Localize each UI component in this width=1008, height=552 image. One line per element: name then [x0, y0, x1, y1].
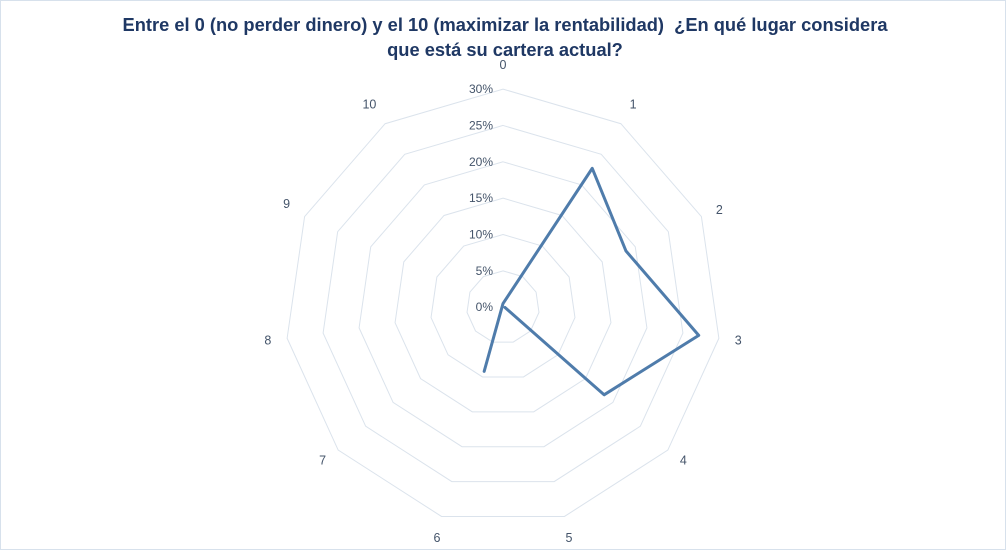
svg-text:2: 2 [716, 203, 723, 217]
svg-text:9: 9 [283, 197, 290, 211]
svg-text:5%: 5% [476, 264, 494, 278]
svg-text:15%: 15% [469, 191, 493, 205]
svg-text:0%: 0% [476, 300, 494, 314]
svg-text:10%: 10% [469, 228, 493, 242]
svg-text:7: 7 [319, 454, 326, 468]
svg-text:30%: 30% [469, 82, 493, 96]
svg-text:6: 6 [434, 531, 441, 545]
svg-text:1: 1 [630, 97, 637, 111]
svg-text:4: 4 [680, 454, 687, 468]
svg-text:10: 10 [362, 97, 376, 111]
svg-text:5: 5 [566, 531, 573, 545]
svg-text:3: 3 [735, 334, 742, 348]
svg-text:8: 8 [264, 334, 271, 348]
svg-text:20%: 20% [469, 155, 493, 169]
svg-text:0: 0 [500, 58, 507, 72]
svg-text:25%: 25% [469, 118, 493, 132]
